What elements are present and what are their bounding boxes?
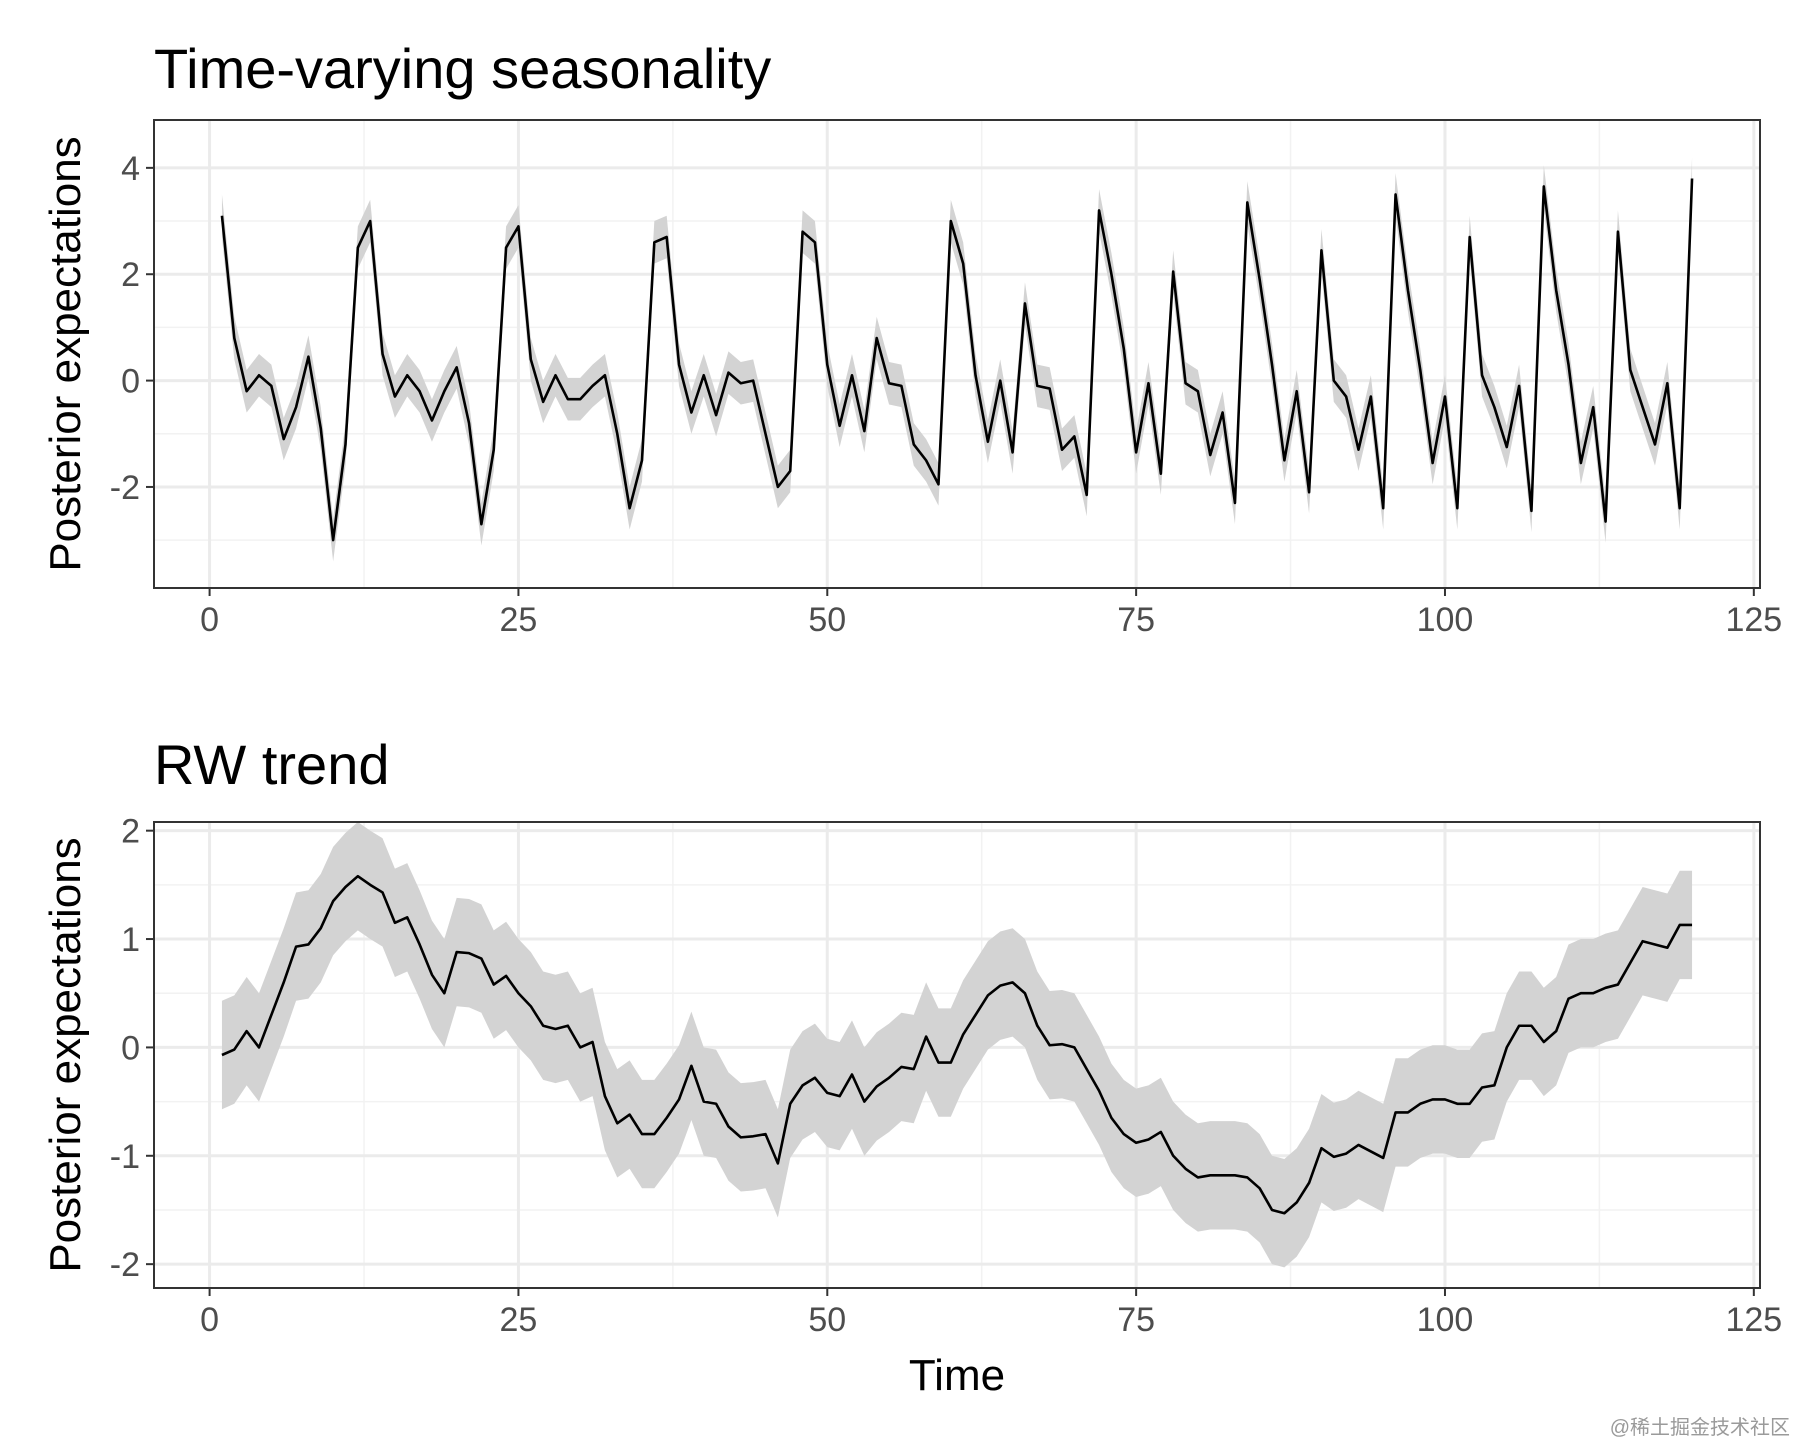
y-axis-label: Posterior expectations: [41, 136, 90, 571]
posterior-mean-line: [220, 178, 1694, 542]
x-tick-label: 100: [1417, 1301, 1474, 1339]
x-tick-label: 50: [808, 601, 846, 639]
x-axis-ticks: 0 25 50 75 100 125: [200, 588, 1782, 639]
posterior-mean-line: [221, 874, 1693, 1215]
y-axis-ticks: -2 0 2 4: [110, 150, 154, 507]
y-tick-label: -2: [110, 469, 140, 507]
x-tick-label: 75: [1117, 1301, 1155, 1339]
plot-background: [154, 120, 1760, 588]
grid-lines: [154, 120, 1760, 588]
y-tick-label: 1: [121, 921, 140, 959]
x-tick-label: 0: [200, 1301, 219, 1339]
plot-border: [153, 821, 1761, 1289]
series-line: [220, 178, 1694, 542]
chart-title: Time-varying seasonality: [154, 37, 771, 100]
x-tick-label: 25: [500, 601, 538, 639]
y-tick-label: 2: [121, 256, 140, 294]
y-tick-label: -2: [110, 1246, 140, 1284]
panel-seasonality: Time-varying seasonality 0 25 50 75 100 125 -…: [41, 37, 1782, 639]
y-tick-label: 0: [121, 1029, 140, 1067]
y-axis-label: Posterior expectations: [41, 837, 90, 1272]
x-tick-label: 0: [200, 601, 219, 639]
credible-band: [221, 822, 1693, 1268]
x-axis-label: Time: [909, 1351, 1005, 1400]
x-tick-label: 125: [1725, 601, 1782, 639]
watermark: @稀土掘金技术社区: [1610, 1416, 1790, 1439]
panel-rw-trend: RW trend 0 25 50 75 100 125 -2 -1 0 1 2 Posterior…: [41, 733, 1782, 1400]
x-axis-ticks: 0 25 50 75 100 125: [200, 1288, 1782, 1339]
x-tick-label: 75: [1117, 601, 1155, 639]
x-tick-label: 50: [808, 1301, 846, 1339]
chart-title: RW trend: [154, 733, 389, 796]
series-line: [221, 874, 1693, 1215]
y-axis-ticks: -2 -1 0 1 2: [110, 813, 154, 1284]
x-tick-label: 100: [1417, 601, 1474, 639]
y-tick-label: -1: [110, 1138, 140, 1176]
y-tick-label: 2: [121, 813, 140, 851]
y-tick-label: 4: [121, 150, 140, 188]
x-tick-label: 125: [1725, 1301, 1782, 1339]
plot-border: [153, 119, 1761, 589]
credible-band-area: [221, 822, 1693, 1268]
x-tick-label: 25: [500, 1301, 538, 1339]
y-tick-label: 0: [121, 363, 140, 401]
